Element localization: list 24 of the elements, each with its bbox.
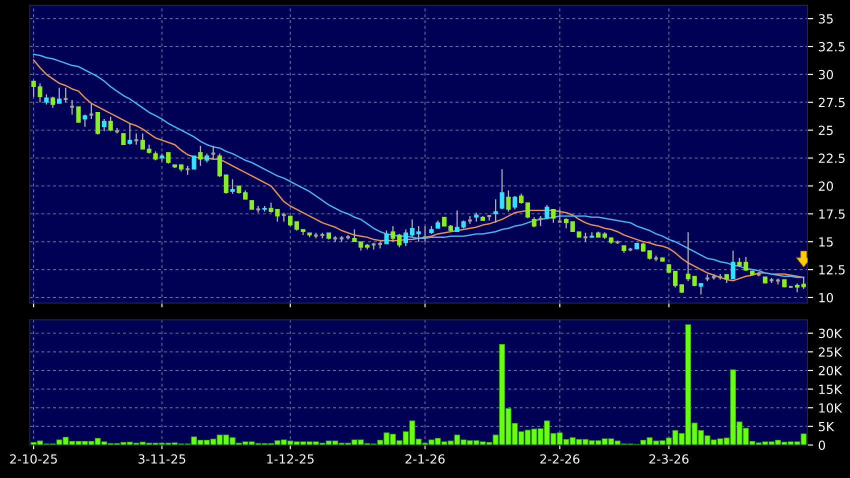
y-tick-label: 15	[819, 237, 833, 247]
x-tick-label: 2-10-25	[10, 454, 57, 464]
y-tick-label: 30K	[818, 328, 842, 338]
y-tick-label: 10K	[819, 403, 842, 413]
x-tick-label: 3-11-25	[138, 454, 186, 464]
y-tick-label: 20K	[818, 366, 842, 376]
x-tick-label: 1-12-25	[267, 454, 314, 464]
y-tick-label: 35	[818, 14, 833, 24]
y-tick-label: 25K	[818, 347, 842, 357]
y-tick-label: 5K	[818, 422, 834, 432]
y-tick-label: 30	[818, 70, 833, 80]
x-tick-label: 2-2-26	[540, 454, 580, 464]
y-tick-label: 32.5	[818, 42, 845, 52]
y-tick-label: 20	[818, 181, 833, 191]
y-tick-label: 0	[818, 440, 826, 450]
y-tick-label: 10	[819, 292, 833, 302]
y-tick-label: 22.5	[818, 154, 845, 163]
y-tick-label: 27.5	[818, 98, 845, 108]
x-tick-label: 2-1-26	[406, 454, 445, 464]
x-tick-label: 2-3-26	[649, 454, 689, 464]
y-tick-label: 15K	[819, 384, 842, 394]
y-tick-label: 12.5	[819, 265, 845, 275]
y-tick-label: 25	[818, 126, 833, 136]
y-tick-label: 17.5	[819, 209, 845, 219]
